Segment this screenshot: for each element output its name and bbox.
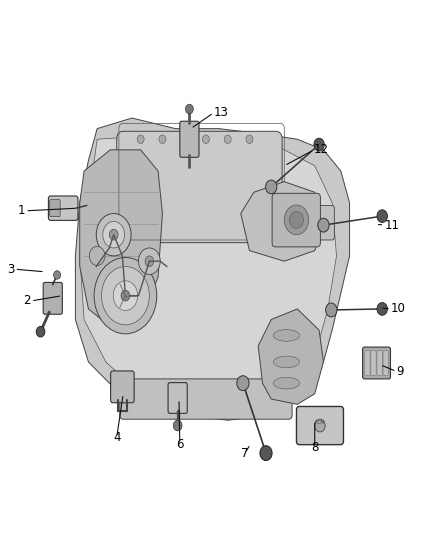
Circle shape bbox=[224, 135, 231, 143]
Circle shape bbox=[173, 420, 182, 431]
FancyBboxPatch shape bbox=[272, 193, 321, 247]
Ellipse shape bbox=[273, 356, 300, 368]
Text: 12: 12 bbox=[314, 143, 329, 156]
Circle shape bbox=[110, 229, 118, 240]
Polygon shape bbox=[241, 182, 323, 261]
Circle shape bbox=[138, 248, 160, 274]
FancyBboxPatch shape bbox=[371, 351, 376, 375]
Text: 10: 10 bbox=[391, 302, 406, 316]
FancyBboxPatch shape bbox=[49, 200, 60, 216]
Circle shape bbox=[202, 135, 209, 143]
Circle shape bbox=[113, 281, 138, 311]
FancyBboxPatch shape bbox=[117, 131, 282, 243]
Ellipse shape bbox=[273, 377, 300, 389]
Polygon shape bbox=[258, 309, 323, 405]
FancyBboxPatch shape bbox=[297, 407, 343, 445]
FancyBboxPatch shape bbox=[365, 351, 370, 375]
FancyBboxPatch shape bbox=[168, 383, 187, 414]
Circle shape bbox=[181, 135, 187, 143]
Circle shape bbox=[314, 138, 324, 151]
Circle shape bbox=[318, 218, 329, 232]
Circle shape bbox=[237, 376, 249, 391]
Circle shape bbox=[89, 246, 105, 265]
Text: 7: 7 bbox=[241, 447, 249, 459]
Circle shape bbox=[145, 256, 154, 266]
Polygon shape bbox=[80, 134, 336, 410]
Circle shape bbox=[284, 205, 309, 235]
Text: 9: 9 bbox=[396, 365, 404, 378]
FancyBboxPatch shape bbox=[313, 206, 334, 240]
Circle shape bbox=[377, 210, 388, 222]
FancyBboxPatch shape bbox=[111, 371, 134, 403]
Circle shape bbox=[94, 257, 157, 334]
Circle shape bbox=[102, 266, 149, 325]
Circle shape bbox=[53, 271, 60, 279]
Text: 11: 11 bbox=[385, 219, 399, 232]
Ellipse shape bbox=[273, 329, 300, 341]
FancyBboxPatch shape bbox=[48, 196, 78, 220]
Text: 1: 1 bbox=[18, 204, 25, 217]
FancyBboxPatch shape bbox=[180, 121, 199, 157]
FancyBboxPatch shape bbox=[383, 351, 389, 375]
Text: 13: 13 bbox=[214, 106, 229, 119]
Circle shape bbox=[246, 135, 253, 143]
Circle shape bbox=[137, 135, 144, 143]
Text: 4: 4 bbox=[113, 431, 120, 444]
Circle shape bbox=[377, 303, 388, 316]
Circle shape bbox=[96, 214, 131, 256]
Text: 2: 2 bbox=[24, 294, 31, 308]
Circle shape bbox=[325, 303, 337, 317]
Circle shape bbox=[315, 419, 325, 432]
Polygon shape bbox=[75, 118, 350, 420]
FancyBboxPatch shape bbox=[43, 282, 62, 314]
Circle shape bbox=[265, 180, 277, 194]
Circle shape bbox=[121, 290, 130, 301]
Circle shape bbox=[260, 446, 272, 461]
Circle shape bbox=[36, 326, 45, 337]
FancyBboxPatch shape bbox=[120, 379, 292, 419]
Circle shape bbox=[290, 212, 304, 228]
FancyBboxPatch shape bbox=[377, 351, 382, 375]
Circle shape bbox=[159, 135, 166, 143]
Polygon shape bbox=[80, 150, 162, 330]
Text: PCM: PCM bbox=[315, 421, 325, 425]
Circle shape bbox=[185, 104, 193, 114]
Text: 8: 8 bbox=[311, 441, 318, 454]
FancyBboxPatch shape bbox=[363, 347, 391, 379]
Text: 6: 6 bbox=[176, 438, 184, 450]
Circle shape bbox=[103, 221, 124, 248]
Text: 3: 3 bbox=[7, 263, 14, 276]
